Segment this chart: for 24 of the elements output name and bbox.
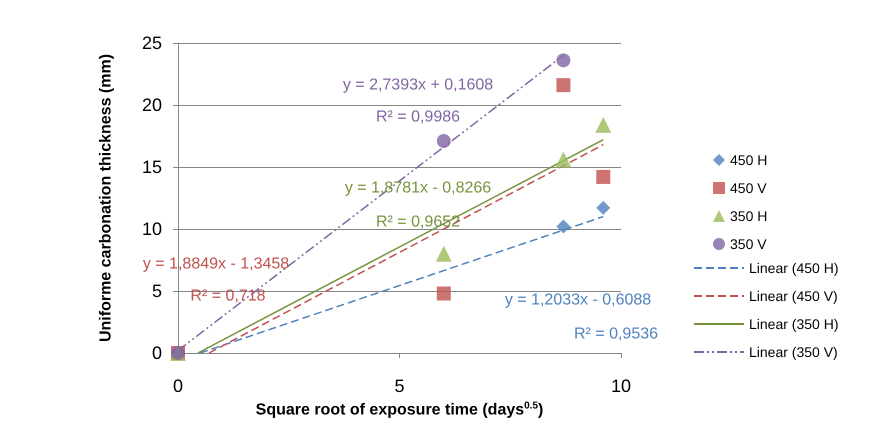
y-tick-label: 0	[152, 343, 162, 363]
y-tick-label: 25	[142, 33, 162, 53]
legend-label: Linear (450 H)	[749, 260, 838, 276]
annotation: R² = 0,9986	[376, 108, 460, 126]
legend-label: Linear (450 V)	[749, 288, 838, 304]
y-tick-label: 20	[142, 95, 162, 115]
x-tick-label: 5	[394, 376, 405, 396]
y-axis-title: Uniforme carbonation thickness (mm)	[98, 54, 114, 342]
annotation: R² = 0,718	[190, 288, 266, 304]
annotation: y = 2,7393x + 0,1608	[342, 76, 494, 94]
y-tick-label: 15	[142, 157, 162, 177]
annotation: y = 1,2033x - 0,6088	[504, 292, 652, 308]
x-tick-label: 10	[610, 376, 632, 396]
x-tick-label: 0	[172, 376, 184, 396]
annotation: y = 1,8781x - 0,8266	[344, 180, 492, 196]
legend-label: Linear (350 V)	[749, 344, 838, 360]
legend-label: 350 H	[730, 208, 768, 224]
annotation: R² = 0,9536	[574, 326, 658, 342]
legend-label: 450 V	[730, 180, 768, 196]
legend-label: 450 H	[730, 152, 768, 168]
y-tick-label: 10	[142, 219, 162, 239]
y-tick-label: 5	[152, 281, 162, 301]
legend-label: Linear (350 H)	[749, 316, 838, 332]
legend-label: 350 V	[730, 236, 768, 252]
